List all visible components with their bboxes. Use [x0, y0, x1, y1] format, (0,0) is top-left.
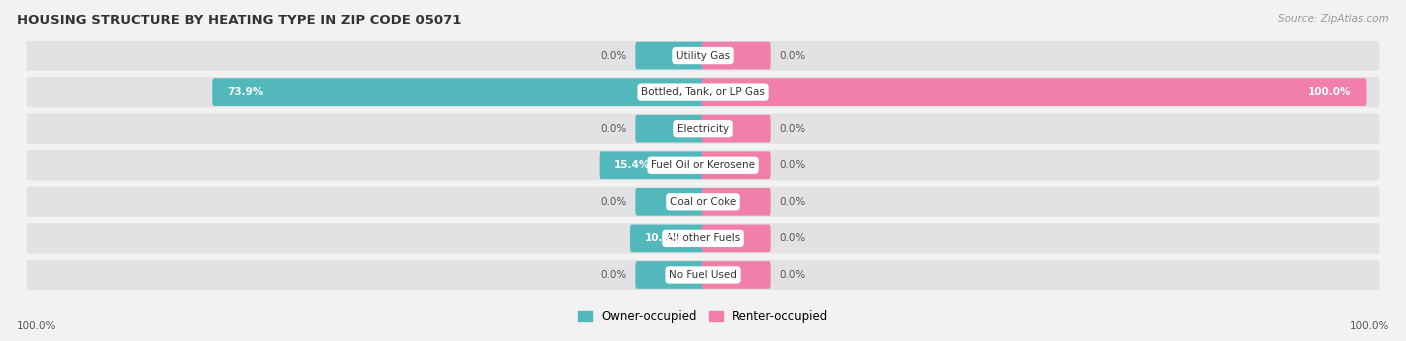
Text: Electricity: Electricity [676, 124, 730, 134]
Text: Utility Gas: Utility Gas [676, 50, 730, 61]
FancyBboxPatch shape [702, 115, 770, 143]
Text: 100.0%: 100.0% [1309, 87, 1351, 97]
FancyBboxPatch shape [27, 187, 1379, 217]
Text: 0.0%: 0.0% [779, 160, 806, 170]
FancyBboxPatch shape [27, 150, 1379, 180]
Text: All other Fuels: All other Fuels [666, 233, 740, 243]
FancyBboxPatch shape [212, 78, 704, 106]
Text: 15.4%: 15.4% [614, 160, 651, 170]
FancyBboxPatch shape [702, 151, 770, 179]
Legend: Owner-occupied, Renter-occupied: Owner-occupied, Renter-occupied [572, 305, 834, 328]
FancyBboxPatch shape [702, 225, 770, 252]
FancyBboxPatch shape [636, 115, 704, 143]
FancyBboxPatch shape [27, 77, 1379, 107]
Text: 0.0%: 0.0% [779, 50, 806, 61]
Text: 100.0%: 100.0% [1350, 321, 1389, 331]
Text: 0.0%: 0.0% [600, 270, 627, 280]
Text: 10.8%: 10.8% [645, 233, 681, 243]
Text: 73.9%: 73.9% [226, 87, 263, 97]
Text: 0.0%: 0.0% [600, 124, 627, 134]
FancyBboxPatch shape [630, 225, 704, 252]
FancyBboxPatch shape [27, 260, 1379, 290]
FancyBboxPatch shape [636, 188, 704, 216]
FancyBboxPatch shape [599, 151, 704, 179]
FancyBboxPatch shape [27, 114, 1379, 144]
Text: Fuel Oil or Kerosene: Fuel Oil or Kerosene [651, 160, 755, 170]
Text: HOUSING STRUCTURE BY HEATING TYPE IN ZIP CODE 05071: HOUSING STRUCTURE BY HEATING TYPE IN ZIP… [17, 14, 461, 27]
Text: 100.0%: 100.0% [17, 321, 56, 331]
Text: 0.0%: 0.0% [600, 50, 627, 61]
Text: 0.0%: 0.0% [779, 124, 806, 134]
Text: 0.0%: 0.0% [779, 270, 806, 280]
FancyBboxPatch shape [702, 261, 770, 289]
FancyBboxPatch shape [702, 78, 1367, 106]
Text: 0.0%: 0.0% [779, 233, 806, 243]
Text: 0.0%: 0.0% [779, 197, 806, 207]
FancyBboxPatch shape [27, 223, 1379, 254]
FancyBboxPatch shape [27, 40, 1379, 71]
FancyBboxPatch shape [636, 261, 704, 289]
Text: Source: ZipAtlas.com: Source: ZipAtlas.com [1278, 14, 1389, 24]
Text: 0.0%: 0.0% [600, 197, 627, 207]
Text: Coal or Coke: Coal or Coke [669, 197, 737, 207]
FancyBboxPatch shape [636, 42, 704, 69]
FancyBboxPatch shape [702, 42, 770, 69]
FancyBboxPatch shape [702, 188, 770, 216]
Text: Bottled, Tank, or LP Gas: Bottled, Tank, or LP Gas [641, 87, 765, 97]
Text: No Fuel Used: No Fuel Used [669, 270, 737, 280]
